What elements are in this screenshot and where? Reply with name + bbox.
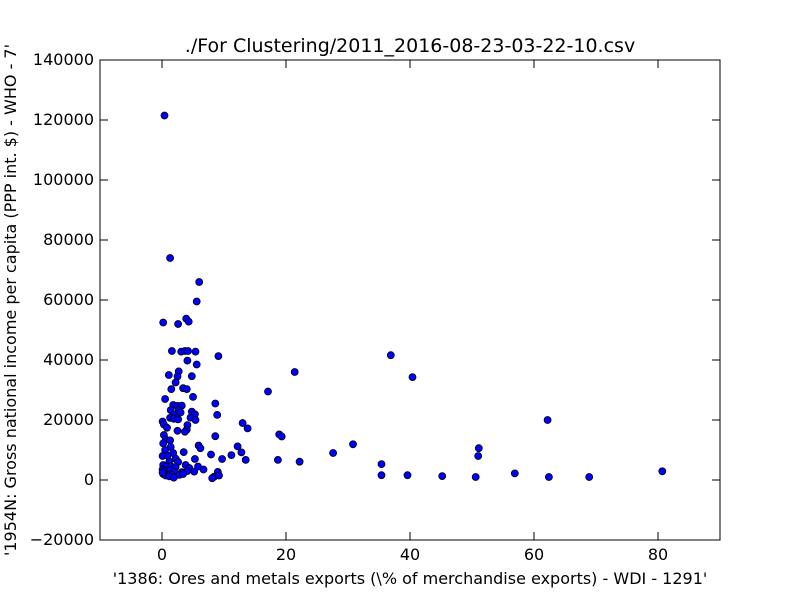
data-point xyxy=(386,351,395,360)
data-point xyxy=(214,352,223,361)
data-point xyxy=(474,452,483,460)
x-tick-label: 0 xyxy=(157,545,167,564)
data-point xyxy=(191,416,200,424)
data-point xyxy=(510,469,519,478)
data-point xyxy=(187,372,196,381)
y-tick-label: 0 xyxy=(84,470,94,489)
data-point xyxy=(174,320,183,328)
data-point xyxy=(237,448,246,457)
data-point xyxy=(377,460,386,469)
data-point xyxy=(277,432,286,441)
data-point xyxy=(273,455,282,464)
data-point xyxy=(183,356,192,365)
data-point xyxy=(295,457,304,466)
y-tick-label: 100000 xyxy=(33,170,94,189)
data-point xyxy=(471,473,480,481)
data-point xyxy=(180,427,189,436)
x-axis-label: '1386: Ores and metals exports (\% of me… xyxy=(113,569,708,588)
data-point xyxy=(182,385,191,394)
data-point xyxy=(213,410,222,419)
data-point xyxy=(171,378,180,387)
data-point xyxy=(179,448,188,457)
data-point xyxy=(192,360,201,369)
y-tick-label: 120000 xyxy=(33,110,94,129)
data-point xyxy=(207,450,215,459)
data-point xyxy=(290,368,299,376)
y-tick-label: −20000 xyxy=(30,530,94,549)
data-point xyxy=(329,449,338,457)
data-point xyxy=(243,424,252,433)
data-point xyxy=(174,415,183,424)
y-tick-label: 140000 xyxy=(33,50,94,69)
x-tick-label: 20 xyxy=(276,545,296,564)
data-point xyxy=(218,455,227,463)
data-point xyxy=(179,470,188,478)
data-point xyxy=(408,373,417,382)
data-point xyxy=(166,436,175,445)
x-tick-label: 40 xyxy=(400,545,420,564)
x-tick-label: 60 xyxy=(524,545,544,564)
data-point xyxy=(159,439,168,448)
data-point xyxy=(585,473,594,481)
y-tick-label: 60000 xyxy=(43,290,94,309)
points-layer xyxy=(158,111,667,483)
y-tick-label: 40000 xyxy=(43,350,94,369)
data-point xyxy=(211,399,220,408)
data-point xyxy=(208,474,217,483)
data-point xyxy=(238,419,247,427)
plot-area xyxy=(100,60,720,540)
data-point xyxy=(190,455,199,463)
data-point xyxy=(189,392,197,401)
data-point xyxy=(215,471,223,480)
data-point xyxy=(164,371,173,379)
data-point xyxy=(195,278,204,286)
data-point xyxy=(438,472,447,481)
data-point xyxy=(184,347,192,355)
data-point xyxy=(377,471,386,480)
data-point xyxy=(196,444,205,453)
data-point xyxy=(161,395,170,403)
y-tick-label: 80000 xyxy=(43,230,94,249)
data-point xyxy=(159,318,168,327)
data-point xyxy=(233,442,242,451)
data-point xyxy=(176,408,185,417)
data-point xyxy=(158,468,167,477)
data-point xyxy=(163,423,171,432)
chart-title: ./For Clustering/2011_2016-08-23-03-22-1… xyxy=(185,35,635,57)
y-tick-label: 20000 xyxy=(43,410,94,429)
data-point xyxy=(166,254,175,262)
data-point xyxy=(192,297,201,306)
data-point xyxy=(167,347,176,355)
y-axis-label: '1954N: Gross national income per capita… xyxy=(1,44,20,556)
data-point xyxy=(199,465,208,474)
data-point xyxy=(403,471,412,480)
data-point xyxy=(190,467,199,476)
plot-frame xyxy=(99,59,721,541)
data-point xyxy=(211,432,220,441)
data-point xyxy=(264,387,272,396)
data-point xyxy=(227,451,236,460)
data-point xyxy=(474,444,483,453)
data-point xyxy=(241,455,250,464)
data-point xyxy=(545,473,553,481)
data-point xyxy=(160,111,169,120)
data-point xyxy=(167,385,176,394)
data-point xyxy=(543,416,552,424)
data-point xyxy=(191,347,200,356)
data-point xyxy=(173,426,182,435)
data-point xyxy=(349,440,357,449)
data-point xyxy=(658,467,667,476)
data-point xyxy=(169,473,178,482)
x-tick-label: 80 xyxy=(648,545,668,564)
tick-labels-layer: 0 20 40 60 80 −20000 0 20000 40000 60000 80000 1000… xyxy=(30,50,668,564)
data-point xyxy=(184,317,193,326)
